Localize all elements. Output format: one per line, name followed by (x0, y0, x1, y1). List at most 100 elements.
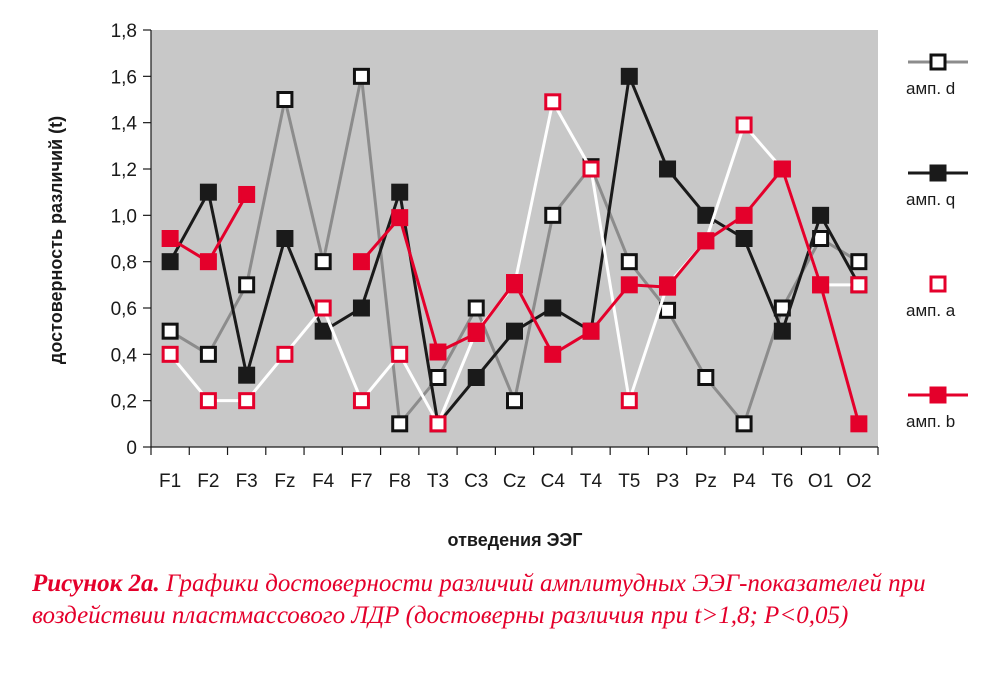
legend-label: амп. q (906, 190, 955, 209)
x-tick-label: P3 (656, 471, 679, 492)
data-point (620, 392, 638, 410)
legend-label: амп. d (906, 79, 955, 98)
data-point (391, 345, 409, 363)
x-axis-ticks: F1 F2 F3 Fz F4 F7 F8 T3 C3 Cz C4 T4 T5 P3 Pz P4 T6 O1 O2 (150, 446, 879, 492)
plot-area (151, 30, 878, 447)
x-tick-label: F3 (236, 471, 258, 492)
data-point (199, 253, 217, 271)
x-tick-label: Cz (503, 471, 526, 492)
data-point (238, 185, 256, 203)
legend-item: амп. a (906, 275, 968, 320)
y-tick-label: 0,8 (111, 253, 137, 274)
data-point (276, 345, 294, 363)
x-tick-label: T4 (580, 471, 603, 492)
y-tick-label: 1,6 (111, 67, 137, 88)
data-point (314, 253, 332, 271)
data-point (199, 183, 217, 201)
data-point (735, 116, 753, 134)
data-point (467, 324, 485, 342)
data-point (199, 345, 217, 363)
data-point (506, 274, 523, 292)
legend-item: амп. q (906, 164, 968, 209)
caption-text: Графики достоверности различий амплитудн… (32, 570, 926, 629)
series-layer (161, 67, 868, 433)
data-point (620, 253, 638, 271)
x-axis-title: отведения ЭЭГ (448, 530, 583, 550)
data-point (199, 392, 217, 410)
data-point (544, 206, 562, 224)
data-point (735, 230, 753, 247)
data-point (850, 276, 868, 294)
data-point (391, 209, 409, 227)
data-point (161, 345, 179, 363)
x-tick-label: P4 (732, 471, 756, 492)
data-point (544, 345, 562, 363)
data-point (773, 322, 791, 340)
x-tick-label: T3 (427, 471, 449, 492)
data-point (429, 415, 447, 433)
y-tick-label: 0,4 (111, 345, 138, 366)
data-point (238, 392, 256, 410)
data-point (812, 276, 830, 294)
y-axis-title: достоверность различий (t) (46, 116, 66, 364)
data-point (352, 253, 370, 271)
caption-label: Рисунок 2а. (32, 570, 160, 597)
data-point (697, 232, 715, 250)
data-point (659, 301, 677, 319)
data-point (735, 415, 753, 433)
x-tick-label: T5 (618, 471, 640, 492)
data-point (544, 299, 562, 317)
data-point (391, 415, 409, 433)
y-tick-label: 1,4 (111, 114, 138, 135)
x-tick-label: T6 (771, 471, 793, 492)
data-point (620, 276, 638, 294)
data-point (582, 160, 600, 178)
data-point (161, 230, 179, 247)
x-tick-label: Fz (274, 471, 295, 492)
data-point (467, 369, 485, 386)
data-point (391, 183, 409, 201)
y-tick-label: 1,8 (111, 21, 137, 42)
y-tick-label: 0 (126, 438, 137, 459)
data-point (697, 369, 715, 386)
data-point (812, 206, 830, 224)
data-point (506, 322, 523, 340)
eeg-line-chart: 00,20,40,60,81,01,21,41,61,8 F1 F2 F3 Fz F4 F… (46, 21, 968, 550)
legend-marker (929, 386, 947, 404)
figure-caption: Рисунок 2а. Графики достоверности различ… (32, 568, 972, 632)
data-point (506, 392, 523, 410)
data-point (238, 366, 256, 384)
y-tick-label: 0,6 (111, 299, 137, 320)
x-tick-label: F4 (312, 471, 335, 492)
x-tick-label: F8 (389, 471, 411, 492)
data-point (773, 160, 791, 178)
data-point (276, 91, 294, 108)
data-point (582, 322, 600, 340)
data-point (238, 276, 256, 294)
data-point (352, 67, 370, 85)
data-point (161, 322, 179, 340)
legend-label: амп. a (906, 301, 956, 320)
y-tick-label: 1,0 (111, 206, 137, 227)
series-4 (161, 160, 868, 433)
y-tick-label: 1,2 (111, 160, 137, 181)
legend-marker (929, 275, 947, 293)
data-point (429, 369, 447, 386)
legend-label: амп. b (906, 412, 955, 431)
x-tick-label: Pz (695, 471, 717, 492)
data-point (314, 299, 332, 317)
data-point (697, 206, 715, 224)
x-tick-label: F1 (159, 471, 181, 492)
legend: амп. d амп. q амп. a амп. b (906, 53, 968, 431)
data-point (429, 343, 447, 361)
data-point (850, 253, 868, 271)
data-point (659, 160, 677, 178)
data-point (352, 392, 370, 410)
data-point (735, 206, 753, 224)
data-point (352, 299, 370, 317)
x-tick-label: O2 (846, 471, 871, 492)
data-point (850, 415, 868, 433)
data-point (276, 230, 294, 247)
data-point (659, 278, 677, 296)
legend-marker (929, 53, 947, 71)
